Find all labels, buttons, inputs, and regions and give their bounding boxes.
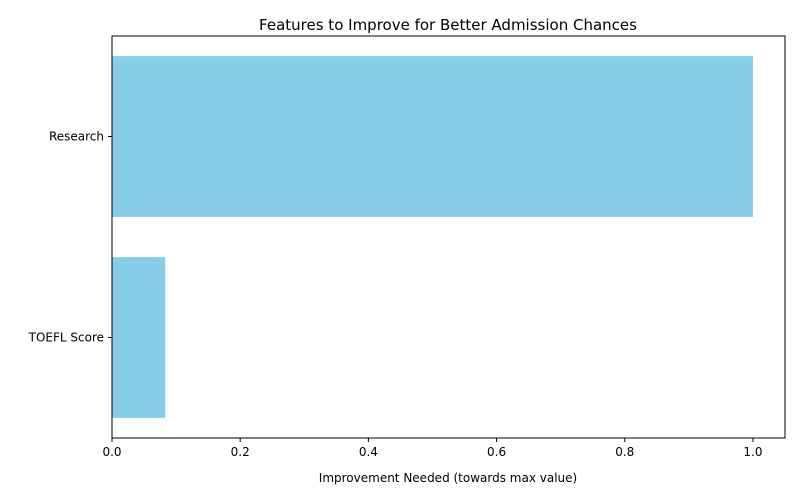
- y-ticks: Research TOEFL Score: [28, 130, 112, 345]
- x-ticks: 0.0 0.2 0.4 0.6 0.8 1.0: [102, 438, 762, 459]
- bars-layer: [112, 56, 753, 418]
- x-tick-label: 0.6: [487, 445, 506, 459]
- x-tick-label: 0.8: [615, 445, 634, 459]
- x-tick-label: 0.2: [231, 445, 250, 459]
- x-tick-label: 0.4: [359, 445, 378, 459]
- y-tick-label: Research: [49, 130, 104, 144]
- bar-research: [112, 56, 753, 217]
- axes-layer: [111, 35, 786, 439]
- bar-toefl-score: [112, 257, 166, 418]
- plot-frame: [111, 35, 786, 439]
- x-axis-label: Improvement Needed (towards max value): [319, 471, 577, 485]
- chart-title: Features to Improve for Better Admission…: [259, 16, 637, 34]
- x-tick-label: 0.0: [102, 445, 121, 459]
- x-tick-label: 1.0: [743, 445, 762, 459]
- y-tick-label: TOEFL Score: [28, 331, 104, 345]
